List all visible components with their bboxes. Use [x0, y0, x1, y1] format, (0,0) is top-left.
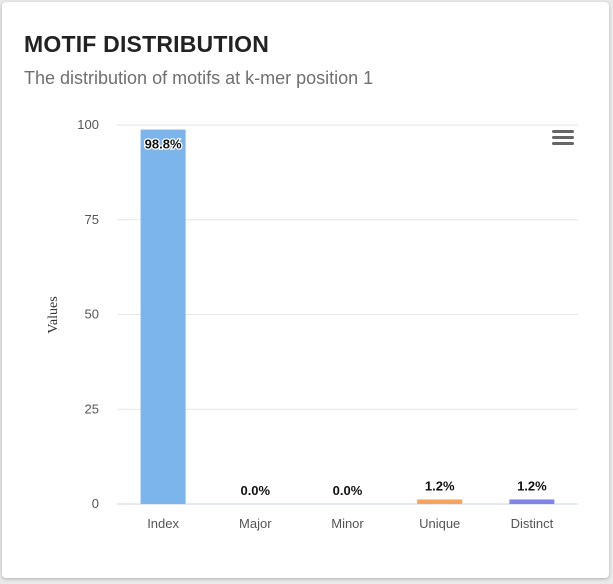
bar-unique [417, 499, 463, 504]
data-label: 0.0% [333, 483, 363, 498]
y-tick-label: 75 [85, 212, 99, 227]
chart-title: MOTIF DISTRIBUTION [24, 31, 270, 57]
y-axis-title: Values [46, 296, 61, 333]
data-label: 98.8% [145, 137, 182, 152]
bar-index [140, 129, 186, 504]
x-tick-label: Index [147, 516, 179, 531]
hamburger-menu-icon[interactable] [552, 130, 574, 148]
x-tick-label: Major [239, 516, 272, 531]
x-tick-label: Minor [331, 516, 364, 531]
x-tick-label: Distinct [511, 516, 554, 531]
y-tick-label: 100 [77, 117, 99, 132]
y-tick-label: 0 [92, 496, 99, 511]
chart-subtitle: The distribution of motifs at k-mer posi… [24, 68, 374, 88]
x-tick-label: Unique [419, 516, 460, 531]
chart-card: MOTIF DISTRIBUTION The distribution of m… [2, 2, 609, 578]
bar-distinct [509, 499, 555, 504]
data-label: 0.0% [240, 483, 270, 498]
data-label: 1.2% [517, 478, 547, 493]
y-tick-label: 25 [85, 401, 99, 416]
data-label: 1.2% [425, 478, 455, 493]
y-tick-label: 50 [85, 307, 99, 322]
